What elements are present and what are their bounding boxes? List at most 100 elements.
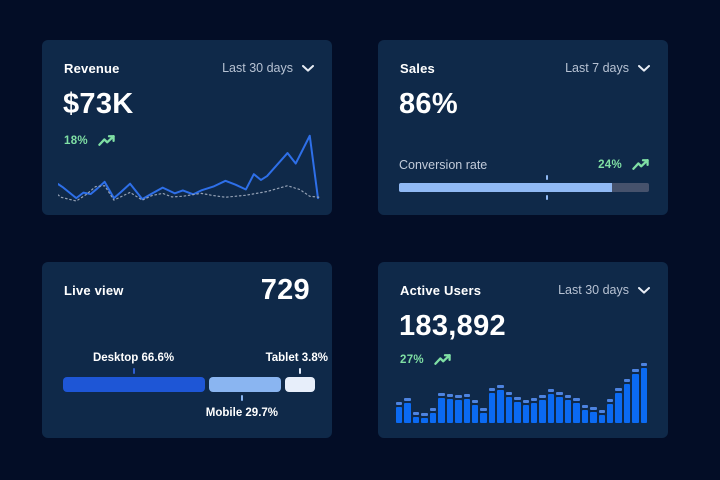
sales-delta: 24% <box>598 158 622 171</box>
bar-body <box>539 400 546 423</box>
bar <box>505 392 513 423</box>
bar-body <box>547 394 555 423</box>
bar-body <box>615 393 622 423</box>
active-users-range-label: Last 30 days <box>558 283 629 297</box>
bar <box>539 395 546 423</box>
conversion-rate-row: Conversion rate 24% <box>399 157 649 172</box>
bar <box>429 408 437 423</box>
sales-value: 86% <box>399 88 458 120</box>
desktop-share-label: Desktop 66.6% <box>92 352 175 364</box>
bar <box>471 400 479 423</box>
bar <box>564 395 572 423</box>
bar <box>531 398 538 423</box>
bar <box>421 413 428 423</box>
bar-body <box>522 405 529 423</box>
bar-cap <box>412 412 420 415</box>
revenue-delta-row: 18% <box>64 134 115 147</box>
bar-body <box>463 399 470 423</box>
active-users-bar-chart <box>396 363 648 423</box>
bar <box>455 395 462 423</box>
bar-cap <box>488 388 496 391</box>
bar-cap <box>404 398 411 401</box>
sales-range-label: Last 7 days <box>565 61 629 75</box>
bar-segment-desktop <box>63 377 205 392</box>
device-split-bar: Desktop 66.6% Tablet 3.8% Mobile 29.7% <box>63 352 328 419</box>
conversion-progress-bar <box>399 175 649 200</box>
sales-delta-row: 24% <box>598 158 649 171</box>
bar <box>522 400 529 423</box>
bar-body <box>564 400 572 423</box>
chevron-down-icon <box>302 64 314 72</box>
bar <box>488 388 496 423</box>
bar-cap <box>564 395 572 398</box>
bar-body <box>429 413 437 423</box>
bar <box>632 369 639 423</box>
conversion-progress-fill <box>399 183 612 192</box>
chevron-down-icon <box>638 64 650 72</box>
bar-body <box>404 403 411 423</box>
live-view-value: 729 <box>260 274 310 306</box>
bar-cap <box>396 402 403 405</box>
bar <box>404 398 411 423</box>
bar-body <box>581 410 589 423</box>
conversion-rate-label: Conversion rate <box>399 157 488 172</box>
mobile-share-label: Mobile 29.7% <box>205 407 279 419</box>
bar-body <box>505 397 513 423</box>
revenue-card-title: Revenue <box>64 60 120 76</box>
live-view-card-title: Live view <box>64 282 124 298</box>
bar-cap <box>573 398 580 401</box>
bar-body <box>438 398 445 423</box>
bar-cap <box>640 363 648 366</box>
revenue-value: $73K <box>63 88 134 120</box>
sales-card-title: Sales <box>400 60 435 76</box>
bar <box>412 412 420 423</box>
bar-body <box>556 397 563 423</box>
bar-cap <box>497 385 504 388</box>
bar-body <box>598 415 605 423</box>
bar-body <box>606 404 614 423</box>
bar <box>640 363 648 423</box>
bar-body <box>446 399 454 423</box>
bar <box>514 397 521 423</box>
bar-cap <box>623 379 631 382</box>
sales-range-dropdown[interactable]: Last 7 days <box>565 61 650 75</box>
bar-cap <box>505 392 513 395</box>
bar-segment-mobile <box>208 377 281 392</box>
bar-body <box>623 384 631 423</box>
bar-cap <box>471 400 479 403</box>
bar <box>581 405 589 423</box>
revenue-range-label: Last 30 days <box>222 61 293 75</box>
active-users-value: 183,892 <box>399 310 506 342</box>
revenue-range-dropdown[interactable]: Last 30 days <box>222 61 314 75</box>
revenue-line-chart <box>58 130 323 202</box>
bar-cap <box>556 392 563 395</box>
active-users-range-dropdown[interactable]: Last 30 days <box>558 283 650 297</box>
bar-body <box>421 418 428 423</box>
bar <box>463 394 470 423</box>
bar <box>556 392 563 423</box>
bar <box>480 408 487 423</box>
tablet-callout-tick <box>298 368 301 374</box>
bar-cap <box>531 398 538 401</box>
bar-cap <box>480 408 487 411</box>
bar-cap <box>463 394 470 397</box>
active-users-delta-row: 27% <box>400 353 451 366</box>
revenue-card-header: Revenue Last 30 days <box>64 60 314 76</box>
bar-cap <box>446 394 454 397</box>
bar-cap <box>455 395 462 398</box>
bar-body <box>412 417 420 423</box>
progress-marker-tick <box>545 195 548 200</box>
progress-marker-tick <box>545 175 548 180</box>
bar-body <box>632 374 639 423</box>
bar-cap <box>590 407 597 410</box>
bar-cap <box>514 397 521 400</box>
bar-cap <box>539 395 546 398</box>
bar <box>623 379 631 423</box>
revenue-card: Revenue Last 30 days $73K 18% <box>42 40 332 215</box>
bar <box>606 399 614 423</box>
bar-body <box>531 403 538 423</box>
bar-cap <box>606 399 614 402</box>
bar-body <box>590 412 597 423</box>
live-view-card: Live view 729 Desktop 66.6% Tablet 3.8% … <box>42 262 332 438</box>
bar <box>573 398 580 423</box>
